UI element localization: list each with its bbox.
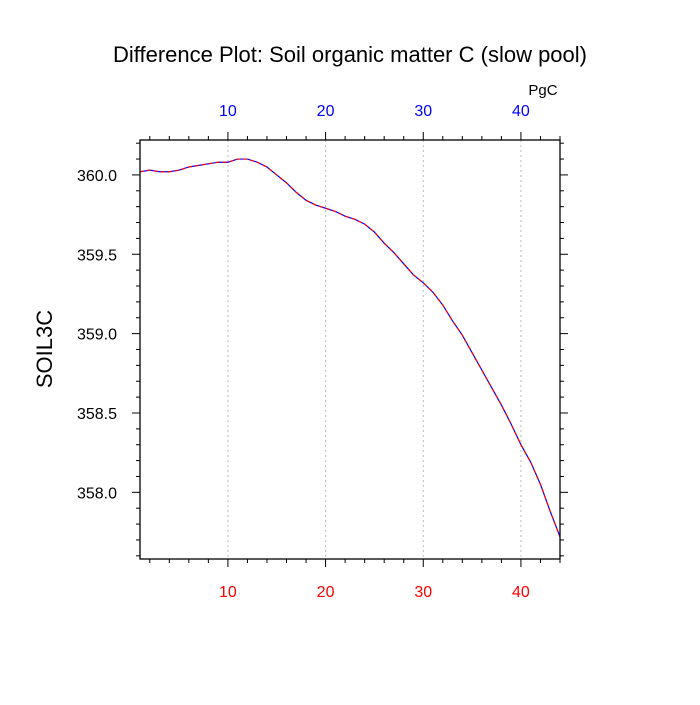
y-axis-label: SOIL3C	[32, 310, 57, 388]
series-line-b	[139, 158, 561, 537]
series-lines	[139, 158, 561, 537]
top-axis-unit-label: PgC	[528, 82, 557, 99]
tick-marks	[132, 132, 568, 567]
y-tick-label: 358.5	[77, 406, 117, 423]
grid-lines	[227, 140, 522, 559]
y-tick-label: 360.0	[77, 168, 117, 185]
chart-title: Difference Plot: Soil organic matter C (…	[113, 42, 587, 67]
tick-labels: 10 10 20 20 30 30 40 40 358.0 358.5 359.0 359.5 360.…	[77, 103, 530, 601]
x-tick-label-top: 30	[414, 103, 432, 120]
x-tick-label-bottom: 20	[317, 584, 335, 601]
x-tick-label-bottom: 30	[414, 584, 432, 601]
x-tick-label-top: 10	[219, 103, 237, 120]
plot-frame	[139, 139, 561, 560]
y-tick-label: 359.0	[77, 327, 117, 344]
x-tick-label-bottom: 10	[219, 584, 237, 601]
x-tick-label-top: 20	[317, 103, 335, 120]
series-line-a	[139, 158, 561, 537]
y-tick-label: 359.5	[77, 247, 117, 264]
axes	[139, 139, 561, 560]
x-tick-label-top: 40	[512, 103, 530, 120]
y-tick-label: 358.0	[77, 485, 117, 502]
x-tick-label-bottom: 40	[512, 584, 530, 601]
